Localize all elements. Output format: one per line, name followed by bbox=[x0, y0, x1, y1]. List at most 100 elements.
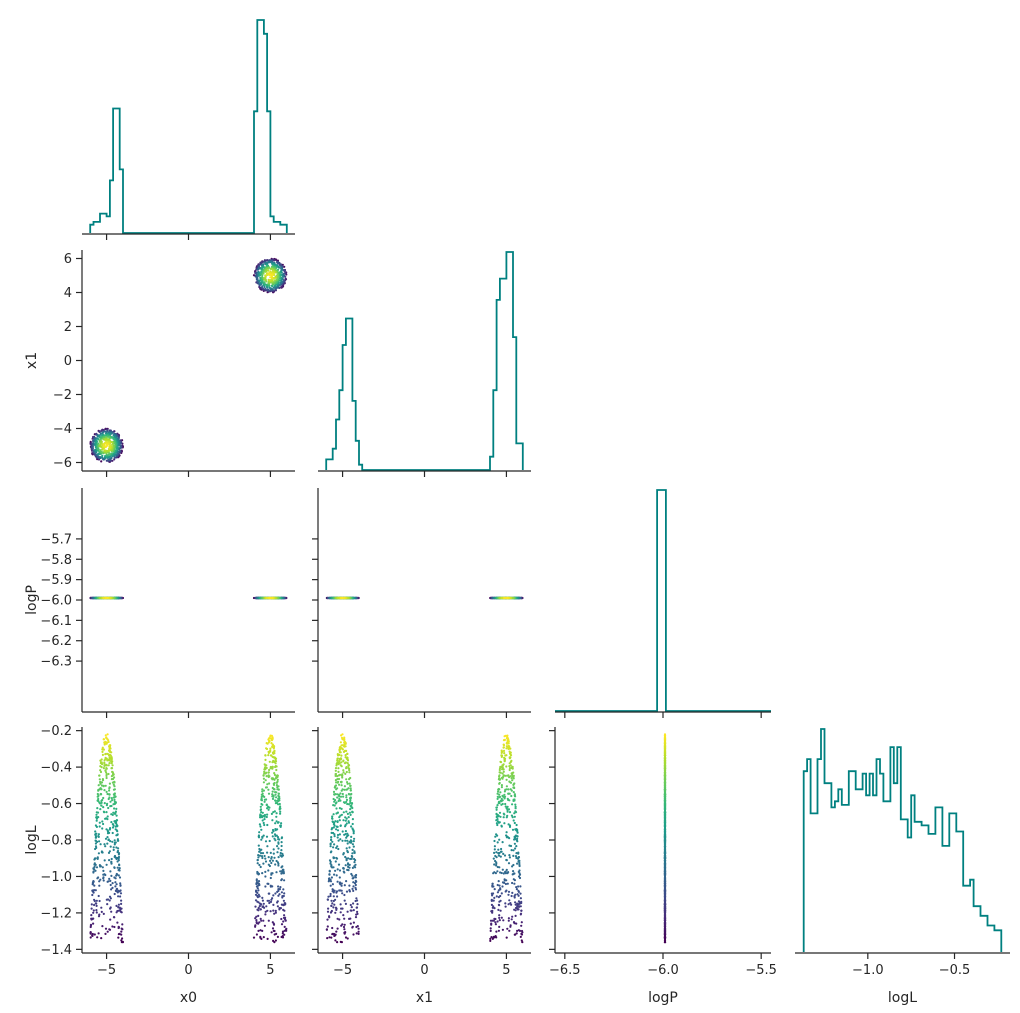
scatter-point bbox=[284, 916, 287, 919]
scatter-point bbox=[500, 797, 503, 801]
scatter-point bbox=[336, 820, 339, 823]
scatter-point bbox=[338, 819, 341, 822]
scatter-point bbox=[269, 734, 272, 737]
scatter-point bbox=[99, 843, 102, 846]
scatter-point bbox=[507, 862, 511, 865]
scatter-point bbox=[101, 432, 104, 435]
scatter-point bbox=[342, 771, 345, 774]
scatter-point bbox=[350, 872, 353, 876]
scatter-point bbox=[494, 859, 497, 863]
scatter-point bbox=[259, 286, 262, 289]
scatter-point bbox=[343, 893, 346, 897]
scatter-point bbox=[258, 263, 262, 266]
scatter-point bbox=[102, 822, 105, 826]
scatter-point bbox=[331, 883, 334, 886]
scatter-point bbox=[520, 924, 523, 927]
scatter-point bbox=[103, 859, 106, 862]
scatter-point bbox=[268, 286, 271, 289]
scatter-point bbox=[340, 784, 343, 787]
scatter-point bbox=[275, 932, 278, 936]
scatter-point bbox=[279, 805, 282, 808]
scatter-point bbox=[120, 927, 123, 930]
scatter-point bbox=[498, 777, 501, 780]
scatter-point bbox=[118, 932, 121, 936]
scatter-point bbox=[490, 922, 493, 925]
scatter-point bbox=[332, 866, 335, 869]
scatter-point bbox=[510, 794, 513, 798]
scatter-point bbox=[112, 848, 115, 852]
scatter-point bbox=[265, 835, 269, 838]
scatter-point bbox=[336, 941, 339, 944]
scatter-point bbox=[118, 876, 122, 879]
scatter-point bbox=[261, 274, 264, 277]
scatter-point bbox=[106, 802, 109, 805]
scatter-point bbox=[499, 909, 502, 912]
scatter-point bbox=[344, 936, 348, 939]
scatter-point bbox=[333, 843, 336, 846]
scatter-point bbox=[117, 855, 121, 859]
scatter-point bbox=[326, 937, 329, 940]
scatter-point bbox=[334, 898, 337, 901]
scatter-point bbox=[274, 793, 277, 796]
scatter-point bbox=[95, 819, 98, 822]
scatter-point bbox=[94, 902, 97, 905]
scatter-point bbox=[272, 894, 275, 897]
scatter-point bbox=[351, 827, 354, 830]
scatter-point bbox=[277, 821, 280, 824]
scatter-point bbox=[281, 868, 284, 871]
scatter-point bbox=[505, 788, 508, 791]
scatter-point bbox=[100, 804, 103, 807]
scatter-point bbox=[101, 446, 104, 449]
scatter-point bbox=[119, 889, 122, 892]
scatter-point bbox=[266, 882, 269, 885]
scatter-point bbox=[256, 881, 259, 884]
scatter-point bbox=[103, 843, 106, 846]
scatter-point bbox=[336, 811, 339, 814]
scatter-point bbox=[95, 866, 99, 869]
scatter-point bbox=[497, 880, 500, 883]
scatter-point bbox=[98, 825, 101, 828]
scatter-point bbox=[269, 884, 272, 887]
scatter-point bbox=[280, 267, 283, 270]
scatter-point bbox=[254, 905, 257, 908]
scatter-point bbox=[344, 855, 347, 859]
scatter-point bbox=[117, 925, 120, 928]
scatter-point bbox=[111, 770, 114, 774]
scatter-point bbox=[270, 742, 273, 745]
scatter-point bbox=[276, 778, 279, 781]
scatter-point bbox=[95, 911, 98, 914]
scatter-point bbox=[352, 933, 355, 936]
scatter-point bbox=[91, 445, 94, 448]
scatter-point bbox=[101, 778, 104, 781]
scatter-point bbox=[515, 886, 518, 889]
scatter-point bbox=[492, 892, 495, 895]
scatter-point bbox=[509, 788, 512, 791]
scatter-point bbox=[257, 856, 260, 859]
scatter-point bbox=[281, 865, 284, 868]
scatter-point bbox=[101, 925, 104, 928]
scatter-point bbox=[335, 874, 338, 877]
scatter-point bbox=[262, 821, 265, 825]
scatter-point bbox=[345, 798, 349, 802]
scatter-point bbox=[113, 866, 116, 869]
scatter-point bbox=[273, 772, 276, 775]
scatter-point bbox=[512, 863, 515, 867]
scatter-point bbox=[91, 447, 94, 450]
scatter-point bbox=[338, 797, 341, 801]
scatter-point bbox=[505, 868, 508, 872]
scatter-point bbox=[275, 768, 278, 772]
scatter-point bbox=[109, 744, 112, 747]
scatter-point bbox=[263, 818, 266, 821]
scatter-point bbox=[500, 754, 503, 757]
scatter-point bbox=[102, 596, 105, 600]
scatter-point bbox=[271, 790, 274, 793]
scatter-point bbox=[99, 769, 102, 772]
scatter-point bbox=[491, 909, 494, 913]
scatter-point bbox=[266, 845, 269, 848]
scatter-point bbox=[507, 792, 510, 795]
scatter-point bbox=[97, 835, 100, 838]
scatter-point bbox=[354, 916, 358, 919]
scatter-point bbox=[111, 925, 114, 928]
scatter-point bbox=[272, 909, 275, 912]
scatter-point bbox=[499, 799, 502, 803]
